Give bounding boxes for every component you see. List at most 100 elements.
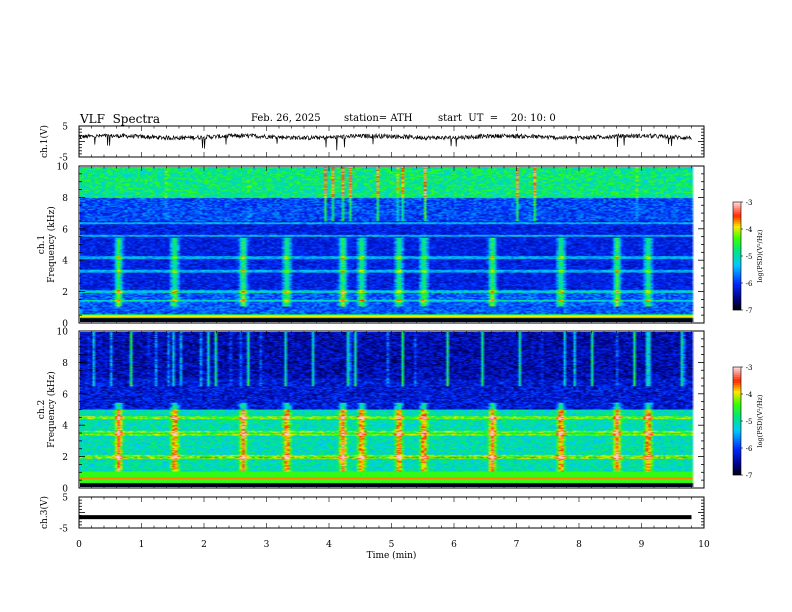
colorbar-cell xyxy=(733,413,741,416)
x-axis-label: Time (min) xyxy=(367,550,417,561)
colorbar-cell xyxy=(733,256,741,259)
colorbar-cell xyxy=(733,429,741,432)
colorbar-cell xyxy=(733,435,741,438)
spec-ylabel: ch.1 xyxy=(37,235,47,254)
colorbar-cell xyxy=(733,244,741,247)
colorbar-cell xyxy=(733,292,741,295)
colorbar-cell xyxy=(733,417,741,420)
spec-ytick-label: 2 xyxy=(62,453,68,463)
xtick-label: 3 xyxy=(264,540,270,550)
colorbar-cell xyxy=(733,427,741,430)
colorbar-cell xyxy=(733,379,741,382)
ch2-colorbar: -3 -4 -5 -6 -7 log(PSD)(V²/Hz) xyxy=(732,364,764,480)
colorbar-cell xyxy=(733,284,741,287)
colorbar-tick-label: -7 xyxy=(746,307,753,315)
colorbar-tick-label: -4 xyxy=(746,226,753,234)
spec-ytick-label: 6 xyxy=(62,225,68,235)
colorbar-cell xyxy=(733,409,741,412)
colorbar-cell xyxy=(733,403,741,406)
colorbar-cell xyxy=(733,232,741,235)
colorbar-cell xyxy=(733,240,741,243)
spec-ytick-label: 6 xyxy=(62,390,68,400)
xtick-label: 1 xyxy=(139,540,145,550)
colorbar-cell xyxy=(733,455,741,458)
spec-ytick-label: 4 xyxy=(62,257,68,267)
colorbar-cell xyxy=(733,208,741,211)
colorbar-cell xyxy=(733,449,741,452)
colorbar-cell xyxy=(733,457,741,460)
colorbar-cell xyxy=(733,288,741,291)
colorbar-cell xyxy=(733,246,741,249)
colorbar-cell xyxy=(733,210,741,213)
colorbar-cell xyxy=(733,471,741,474)
ch3-wave-ylabel: ch.3(V) xyxy=(39,496,50,529)
colorbar-cell xyxy=(733,423,741,426)
xtick-label: 5 xyxy=(389,540,395,550)
colorbar-cell xyxy=(733,306,741,309)
colorbar-cell xyxy=(733,437,741,440)
colorbar-cell xyxy=(733,371,741,374)
colorbar-cell xyxy=(733,453,741,456)
colorbar-cell xyxy=(733,242,741,245)
colorbar-tick-label: -4 xyxy=(746,391,753,399)
ch3-wave-ytick-label: 5 xyxy=(62,494,68,504)
colorbar-cell xyxy=(733,443,741,446)
figure-title: VLF Spectra xyxy=(80,112,161,126)
colorbar-tick-label: -5 xyxy=(746,418,753,426)
colorbar-cell xyxy=(733,399,741,402)
colorbar-cell xyxy=(733,302,741,305)
spectrogram-image xyxy=(80,167,703,322)
ch3-waveform-line xyxy=(79,515,692,520)
colorbar-cell xyxy=(733,218,741,221)
colorbar-cell xyxy=(733,222,741,225)
colorbar-cell xyxy=(733,238,741,241)
xtick-label: 10 xyxy=(698,540,710,550)
colorbar-cell xyxy=(733,405,741,408)
ch1-wave-ylabel: ch.1(V) xyxy=(39,125,50,158)
spec-ylabel: Frequency (kHz) xyxy=(46,206,57,283)
colorbar-cell xyxy=(733,294,741,297)
colorbar-tick-label: -6 xyxy=(746,280,753,288)
colorbar-cell xyxy=(733,419,741,422)
colorbar-cell xyxy=(733,276,741,279)
colorbar-cell xyxy=(733,304,741,307)
colorbar-tick-label: -3 xyxy=(746,199,753,207)
colorbar-cell xyxy=(733,385,741,388)
colorbar-cell xyxy=(733,397,741,400)
colorbar-cell xyxy=(733,387,741,390)
colorbar-cell xyxy=(733,220,741,223)
date-label: Feb. 26, 2025 xyxy=(251,113,321,124)
colorbar-cell xyxy=(733,441,741,444)
colorbar-cell xyxy=(733,451,741,454)
colorbar-cell xyxy=(733,391,741,394)
colorbar-cell xyxy=(733,367,741,370)
colorbar-cell xyxy=(733,447,741,450)
colorbar-cell xyxy=(733,407,741,410)
start-time-label: start UT = 20: 10: 0 xyxy=(438,113,556,124)
colorbar-cell xyxy=(733,224,741,227)
spec-ytick-label: 10 xyxy=(57,163,69,173)
colorbar-cell xyxy=(733,401,741,404)
spectrogram-image xyxy=(80,332,703,487)
xtick-label: 2 xyxy=(201,540,207,550)
colorbar-cell xyxy=(733,461,741,464)
colorbar-cell xyxy=(733,433,741,436)
colorbar-cell xyxy=(733,282,741,285)
colorbar-cell xyxy=(733,280,741,283)
colorbar-cell xyxy=(733,415,741,418)
colorbar-cell xyxy=(733,286,741,289)
time-axis: 0 1 2 3 4 5 6 7 8 9 10 Time (min) xyxy=(76,540,710,561)
station-label: station= ATH xyxy=(344,113,413,124)
colorbar-cell xyxy=(733,373,741,376)
colorbar-cell xyxy=(733,216,741,219)
spec-ytick-label: 4 xyxy=(62,422,68,432)
colorbar-cell xyxy=(733,383,741,386)
colorbar-cell xyxy=(733,425,741,428)
ch1-wave-ytick-label: -5 xyxy=(59,154,68,164)
xtick-label: 9 xyxy=(639,540,645,550)
xtick-label: 6 xyxy=(451,540,457,550)
colorbar-cell xyxy=(733,212,741,215)
colorbar-cell xyxy=(733,230,741,233)
spec-ylabel: ch.2 xyxy=(37,400,47,419)
